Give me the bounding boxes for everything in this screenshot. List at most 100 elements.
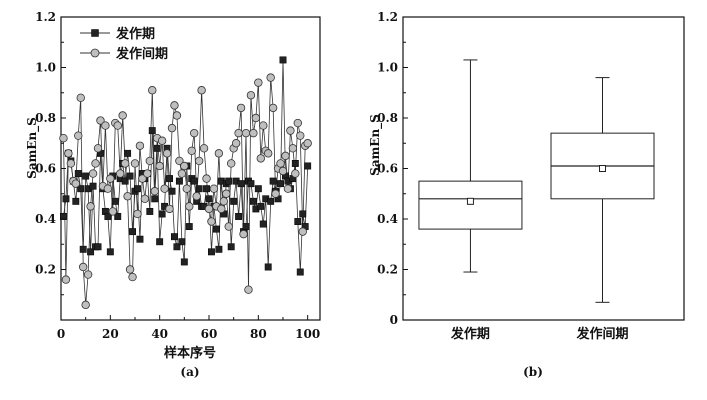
x-tick-label: 100 [295,327,320,341]
y-tick-label: 0 [390,313,398,327]
point-seizure [208,248,215,256]
point-interictal [288,144,298,153]
point-interictal [226,159,236,168]
point-interictal [157,136,167,145]
point-interictal [189,128,199,138]
point-seizure [249,197,257,205]
point-seizure [279,56,287,64]
point-seizure [106,248,114,256]
y-tick-label: 0.8 [377,111,398,125]
point-interictal [88,169,98,178]
point-seizure [185,223,193,231]
point-interictal [217,204,226,214]
point-seizure [89,182,97,190]
point-interictal [268,103,278,113]
point-interictal [74,131,83,140]
point-seizure [87,248,95,256]
point-interictal [96,116,105,125]
point-seizure [136,235,144,243]
x-tick-label: 80 [250,327,267,341]
point-interictal [138,174,147,183]
point-seizure [235,213,243,220]
panel-a-x-axis-label: 样本序号 [164,345,216,361]
point-interictal [209,184,219,193]
y-tick-label: 0.4 [377,212,398,226]
point-interictal [170,101,179,110]
point-interictal [303,139,312,148]
point-interictal [254,78,263,87]
point-interictal [130,159,140,168]
point-seizure [168,187,176,195]
point-interictal [128,272,137,282]
point-interictal [76,93,85,102]
point-interictal [199,144,209,153]
point-seizure [230,197,238,205]
point-interictal [236,103,246,113]
point-seizure [225,177,233,185]
point-interictal [91,159,100,168]
point-seizure [227,243,235,251]
point-interictal [93,144,103,153]
box-iqr [418,180,523,230]
point-seizure [146,207,154,215]
point-interictal [182,184,191,193]
point-interictal [177,169,187,178]
point-interictal [103,184,113,193]
point-seizure [190,177,198,185]
point-interictal [264,149,273,158]
point-interictal [278,166,288,176]
point-seizure [77,185,85,193]
point-seizure [111,197,119,205]
point-interictal [291,169,300,178]
point-interictal [298,227,307,236]
y-tick-label: 0.2 [377,263,398,277]
category-label: 发作期 [450,326,490,342]
point-seizure [62,195,70,203]
point-interictal [187,146,196,156]
point-interictal [192,192,201,201]
point-seizure [304,162,312,170]
point-interictal [64,149,73,158]
point-interictal [241,128,251,138]
y-tick-label: 1.2 [377,10,398,24]
point-seizure [237,180,245,188]
point-seizure [126,172,134,180]
point-seizure [299,210,307,218]
point-seizure [254,185,262,193]
point-interictal [167,123,177,133]
point-seizure [175,177,183,185]
point-interictal [106,174,115,183]
point-seizure [294,218,302,225]
point-interictal [86,202,95,211]
point-interictal [207,217,216,226]
point-interictal [224,222,233,231]
y-tick-label: 0.2 [35,263,56,277]
panel-a-caption: (a) [180,365,199,379]
point-interictal [101,121,110,130]
point-seizure [134,185,141,193]
point-interictal [249,128,258,138]
panel-a-y-axis-label: SamEn_S [25,117,40,179]
panel-b-caption: (b) [523,365,543,379]
point-seizure [180,258,188,266]
point-interictal [133,209,142,219]
legend-marker-circle [90,48,100,58]
point-seizure [60,213,67,220]
point-seizure [82,172,90,180]
point-seizure [269,177,277,185]
legend-label: 发作间期 [115,46,168,62]
legend-label: 发作期 [115,26,155,42]
point-seizure [247,180,255,188]
point-seizure [158,210,166,218]
point-interictal [143,169,152,178]
panel-b-y-axis-label: SamEn_S [368,114,383,176]
point-interictal [239,229,248,239]
y-tick-label: 1.0 [377,61,398,75]
point-interictal [61,275,71,284]
point-interictal [214,149,224,158]
point-interictal [180,161,189,171]
point-seizure [129,228,136,236]
point-seizure [296,268,304,276]
